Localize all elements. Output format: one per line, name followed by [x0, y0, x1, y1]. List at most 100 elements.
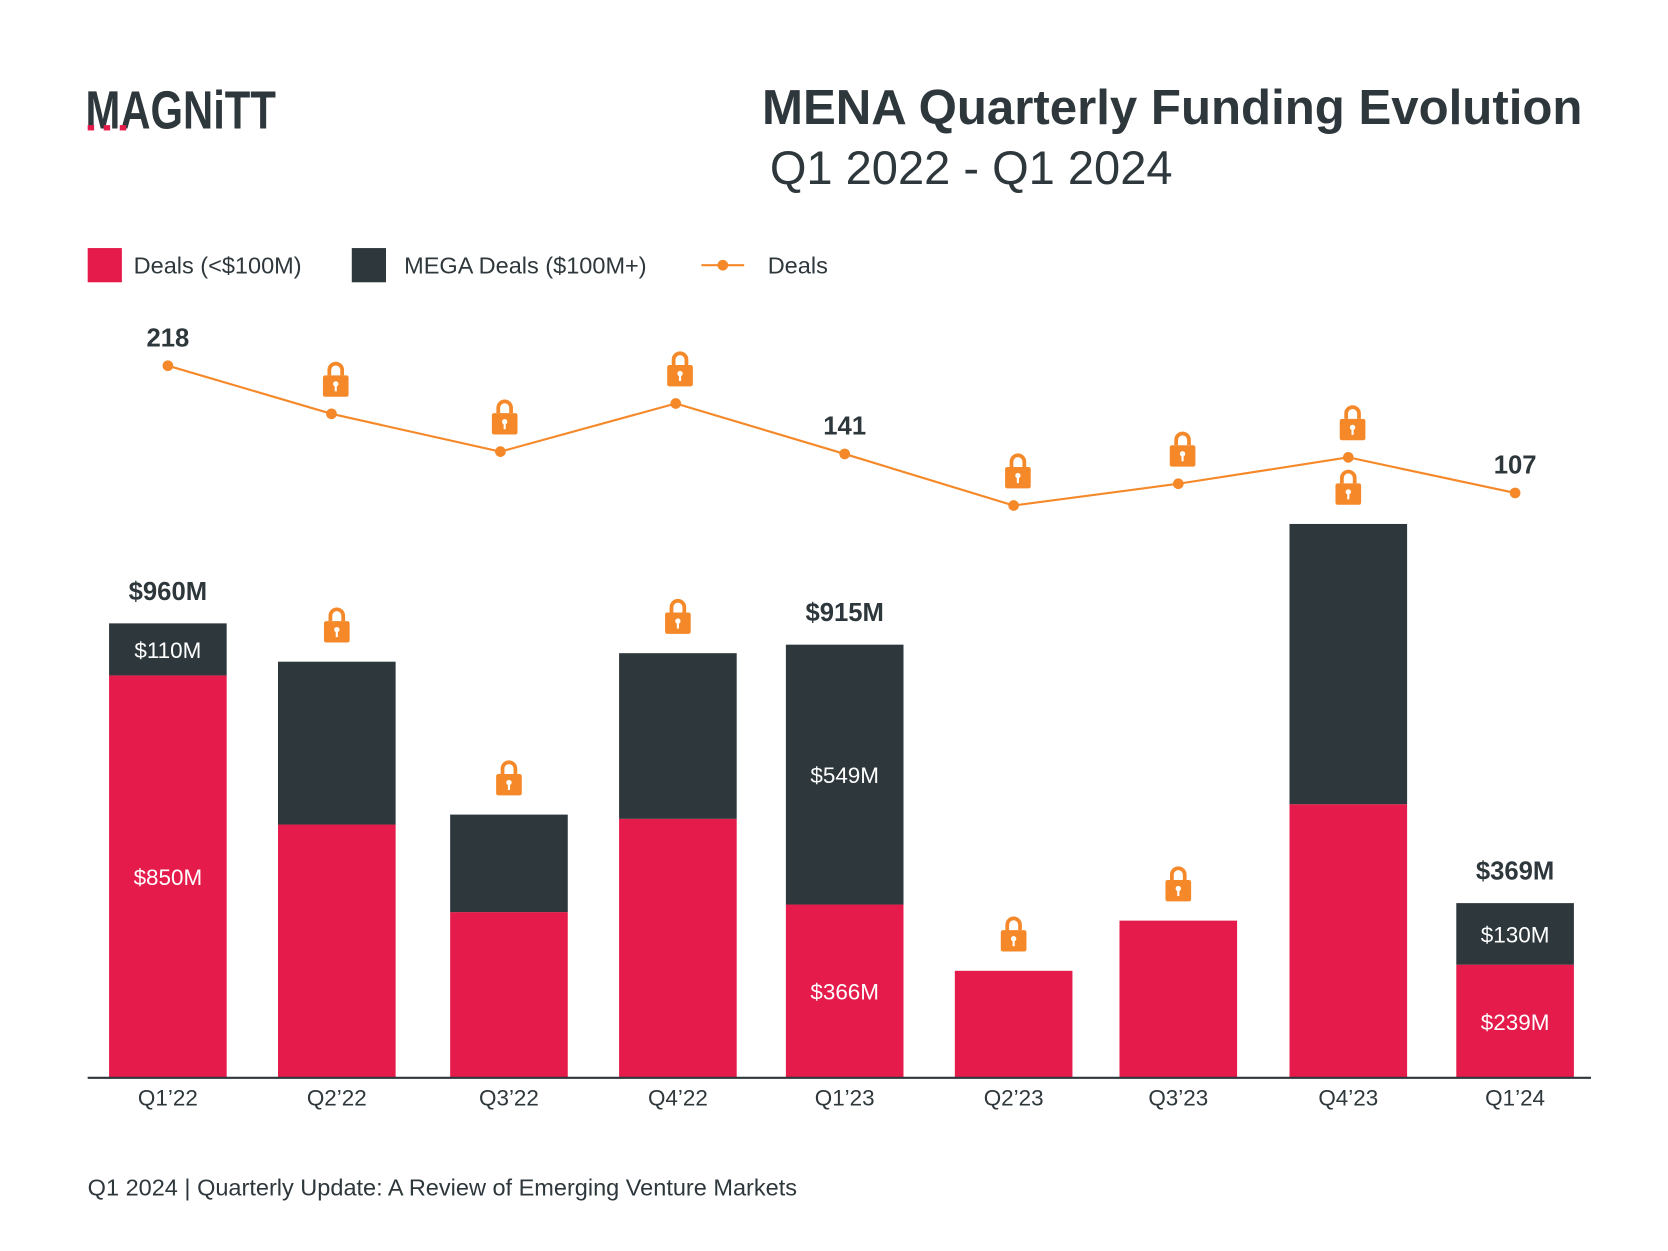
- bar-mega: [450, 814, 568, 913]
- lock-keyhole: [506, 779, 512, 786]
- lock-keyhole-slot: [335, 630, 338, 638]
- logo-mark: [119, 125, 127, 131]
- lock-shackle: [669, 598, 687, 613]
- lock-keyhole: [675, 618, 681, 624]
- lock-shackle: [1344, 405, 1361, 419]
- lock-keyhole-slot: [503, 422, 506, 430]
- lock-keyhole: [333, 381, 339, 387]
- legend-label-deals: Deals (<$100M): [134, 253, 302, 279]
- logo: MAGNiTT: [86, 81, 277, 140]
- lock-shackle: [1340, 469, 1357, 484]
- lock-icon: [496, 760, 522, 796]
- lock-icon: [322, 361, 349, 397]
- lock-keyhole: [1175, 885, 1181, 892]
- lock-icon: [323, 607, 350, 643]
- line-point: [839, 448, 851, 460]
- lock-icon: [491, 399, 518, 435]
- bars: $850M $110M $960M $366M $549M $915M $239M $130M…: [109, 469, 1574, 1078]
- lock-keyhole-slot: [1181, 454, 1184, 462]
- lock-icon: [1335, 469, 1362, 505]
- legend-label-mega: MEGA Deals ($100M+): [404, 253, 646, 279]
- line-point: [1342, 452, 1354, 463]
- lock-shackle: [496, 399, 513, 414]
- lock-keyhole: [334, 626, 340, 633]
- lock-shackle: [1005, 916, 1022, 931]
- line-point: [326, 408, 337, 420]
- line-point: [162, 360, 174, 372]
- legend: Deals (<$100M) MEGA Deals ($100M+) Deals: [87, 248, 828, 283]
- x-tick-label: Q3’22: [479, 1086, 539, 1111]
- bar-label-deals: $239M: [1481, 1010, 1550, 1035]
- lock-icon: [665, 598, 691, 634]
- lock-keyhole: [1179, 451, 1186, 457]
- logo-mark: [103, 125, 111, 131]
- logo-mark: [87, 125, 95, 131]
- line-point: [1509, 487, 1521, 499]
- lock-icon: [1165, 866, 1192, 902]
- line-point: [495, 446, 506, 457]
- x-tick-label: Q4’22: [648, 1086, 708, 1111]
- bar-deals: [450, 912, 568, 1078]
- bar-mega: [619, 653, 737, 819]
- footer: Q1 2024 | Quarterly Update: A Review of …: [88, 1174, 797, 1200]
- bar-deals: [619, 818, 737, 1078]
- lock-keyhole: [1345, 489, 1351, 495]
- legend-label-deals-count: Deals: [768, 253, 828, 279]
- line-point-label: 218: [146, 324, 189, 352]
- x-axis-labels: Q1’22 Q2’22 Q3’22 Q4’22 Q1’23 Q2’23 Q3’23 Q4’23…: [138, 1086, 1545, 1111]
- lock-keyhole-slot: [507, 783, 511, 791]
- lock-shackle: [328, 607, 346, 622]
- bar-mega: [785, 644, 904, 905]
- lock-shackle: [671, 351, 689, 366]
- lock-keyhole-slot: [1016, 476, 1019, 484]
- bar-mega: [278, 661, 396, 825]
- bar-deals: [109, 675, 227, 1078]
- bar-deals: [1119, 920, 1238, 1078]
- x-tick-label: Q2’22: [307, 1086, 367, 1111]
- lock-keyhole: [1349, 424, 1356, 431]
- x-tick-label: Q2’23: [984, 1086, 1044, 1111]
- lock-icon: [1169, 431, 1196, 467]
- bar-deals: [278, 824, 396, 1078]
- chart-title: MENA Quarterly Funding Evolution: [762, 80, 1582, 135]
- x-tick-label: Q1’22: [138, 1086, 198, 1111]
- lock-shackle: [1009, 453, 1027, 468]
- lock-shackle: [1170, 866, 1187, 880]
- logo-text: MAGNiTT: [86, 81, 277, 140]
- legend-swatch-deals: [87, 248, 122, 283]
- lock-keyhole: [677, 370, 683, 377]
- bar-label-deals: $366M: [810, 980, 879, 1005]
- bar-deals: [785, 904, 904, 1078]
- bar-label-mega: $549M: [810, 763, 879, 788]
- x-tick-label: Q1’24: [1485, 1086, 1545, 1111]
- line-point: [1172, 478, 1184, 490]
- lock-keyhole-slot: [1012, 939, 1015, 947]
- bar-total-label: $960M: [129, 578, 207, 606]
- lock-keyhole-slot: [676, 622, 679, 629]
- chart-subtitle: Q1 2022 - Q1 2024: [770, 141, 1173, 194]
- bar-label-mega: $130M: [1481, 922, 1550, 947]
- bar-mega: [1289, 523, 1408, 805]
- bar-total-label: $915M: [805, 599, 883, 627]
- x-tick-label: Q3’23: [1148, 1086, 1208, 1111]
- bar-deals: [1289, 804, 1408, 1078]
- lock-shackle: [500, 760, 518, 774]
- lock-icon: [1005, 453, 1031, 489]
- line-point-label: 107: [1494, 452, 1537, 480]
- bar-mega: [1456, 903, 1574, 965]
- legend-marker-deals-count: [717, 259, 729, 271]
- bar-deals: [954, 970, 1073, 1078]
- x-tick-label: Q4’23: [1318, 1086, 1378, 1111]
- lock-keyhole-slot: [678, 374, 682, 382]
- lock-shackle: [327, 361, 345, 376]
- deals-count-line: 218 141 107: [146, 324, 1537, 511]
- lock-keyhole: [1010, 936, 1017, 942]
- x-tick-label: Q1’23: [815, 1086, 875, 1111]
- lock-keyhole: [1015, 472, 1021, 479]
- lock-shackle: [1174, 431, 1191, 446]
- lock-keyhole-slot: [1351, 428, 1354, 435]
- lock-keyhole-slot: [334, 384, 337, 392]
- lock-icon: [1000, 916, 1027, 952]
- bar-mega: [109, 623, 227, 676]
